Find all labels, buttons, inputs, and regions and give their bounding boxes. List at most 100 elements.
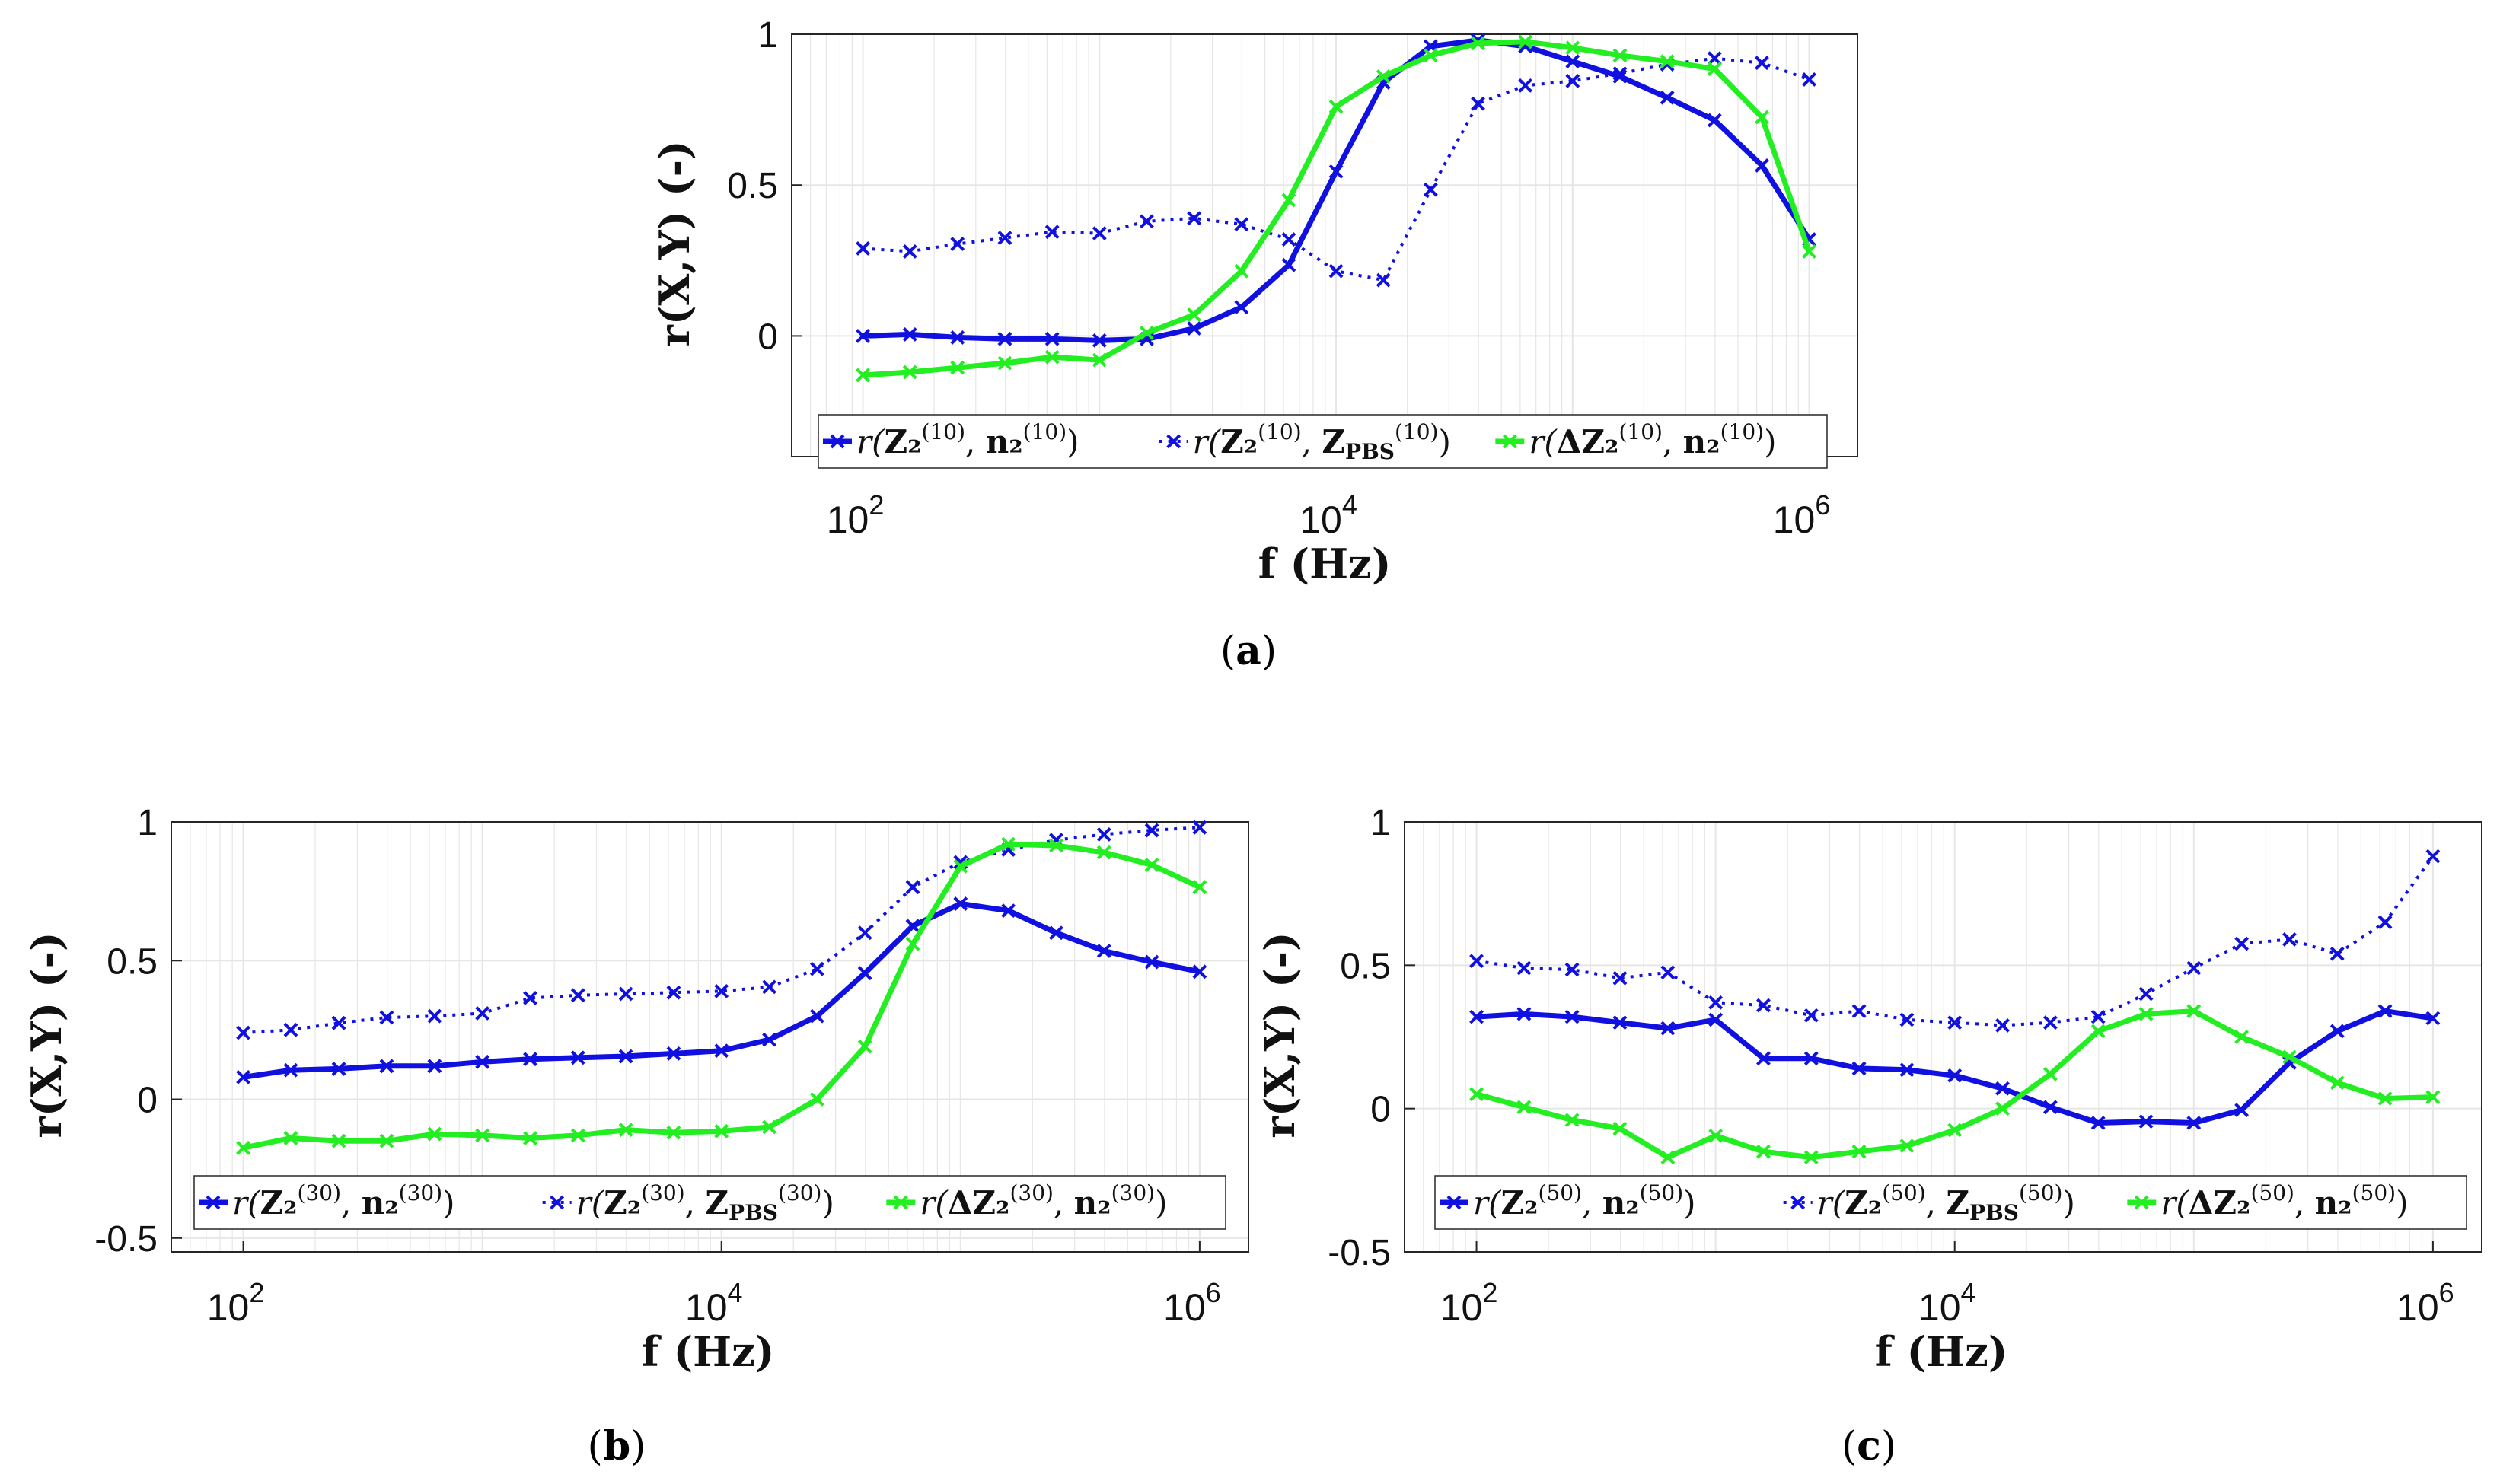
data-point xyxy=(762,1119,776,1135)
data-point xyxy=(523,1131,537,1145)
legend-label-part: ) xyxy=(1438,423,1450,460)
data-point xyxy=(1469,1009,1484,1024)
legend-label-part: r( xyxy=(1817,1184,1846,1221)
data-point xyxy=(1328,164,1344,179)
x-axis-label: f (Hz) xyxy=(1875,1327,2008,1376)
legend-label-part: r( xyxy=(920,1184,949,1221)
data-point xyxy=(1469,1087,1484,1102)
data-point xyxy=(1707,51,1722,66)
data-point xyxy=(997,355,1012,371)
legend-label-part: (10) xyxy=(1023,419,1067,444)
data-point xyxy=(905,919,920,934)
series-b-0 xyxy=(236,896,1207,1084)
legend-marker xyxy=(830,434,845,449)
data-point xyxy=(1140,214,1154,229)
data-point xyxy=(331,1062,346,1076)
data-point xyxy=(2138,1006,2154,1021)
data-point xyxy=(714,1124,729,1138)
data-point xyxy=(1518,78,1533,93)
data-point xyxy=(2329,1024,2345,1039)
data-point xyxy=(1564,1009,1580,1024)
legend-label-part: , xyxy=(685,1184,706,1221)
legend-label-part: (30) xyxy=(1111,1180,1155,1205)
data-point xyxy=(1947,1015,1963,1030)
series-c-1 xyxy=(1469,849,2441,1033)
data-point xyxy=(1565,54,1580,69)
legend-label-part: Z₂ xyxy=(1220,423,1258,460)
data-point xyxy=(902,327,917,342)
legend-label-part: ) xyxy=(2062,1184,2074,1221)
data-point xyxy=(1516,1006,1532,1021)
data-point xyxy=(1192,820,1207,835)
data-point xyxy=(618,1049,633,1064)
legend-label-part: (10) xyxy=(1258,419,1301,444)
legend-label-part: , xyxy=(1054,1184,1074,1221)
data-point xyxy=(1001,903,1016,919)
data-point xyxy=(1049,838,1063,853)
data-point xyxy=(1995,1081,2010,1096)
data-point xyxy=(570,1128,585,1143)
data-point xyxy=(1660,965,1676,980)
data-point xyxy=(1096,845,1111,860)
data-point xyxy=(1516,960,1532,976)
legend-label: r(ΔZ₂(10), n₂(10)) xyxy=(1529,419,1776,460)
data-point xyxy=(953,896,968,911)
data-point xyxy=(2234,1103,2250,1117)
legend-label-part: PBS xyxy=(1345,439,1395,464)
legend-label-part: ) xyxy=(1067,423,1079,460)
data-point xyxy=(283,1062,298,1078)
x-tick-label: 104 xyxy=(1299,489,1357,541)
data-point xyxy=(1140,326,1154,340)
data-point xyxy=(1471,96,1485,111)
legend-label-part: r( xyxy=(2160,1184,2189,1221)
data-point xyxy=(1423,182,1438,197)
legend-label: r(ΔZ₂(30), n₂(30)) xyxy=(920,1180,1167,1221)
data-point xyxy=(714,983,729,998)
data-point xyxy=(2377,1091,2393,1106)
data-point xyxy=(2090,1009,2106,1024)
data-point xyxy=(1376,69,1391,84)
legend-label: r(Z₂(30), ZPBS(30)) xyxy=(576,1180,834,1225)
data-point xyxy=(762,1032,776,1047)
data-point xyxy=(2186,1004,2202,1019)
x-tick-exponent: 4 xyxy=(1961,1277,1976,1308)
legend-label-part: (30) xyxy=(641,1180,684,1205)
data-point xyxy=(857,966,872,981)
legend-label-part: n₂ xyxy=(1602,1184,1640,1221)
data-point xyxy=(666,985,681,1000)
x-tick-exponent: 2 xyxy=(1482,1277,1497,1308)
x-tick-exponent: 6 xyxy=(2439,1277,2454,1308)
data-point xyxy=(1234,217,1249,232)
legend-marker xyxy=(893,1195,908,1210)
grid-a xyxy=(791,33,1857,457)
data-point xyxy=(570,988,585,1003)
legend-label-part: r( xyxy=(1529,423,1558,460)
data-point xyxy=(809,961,824,976)
y-tick-label: 1 xyxy=(1370,803,1391,843)
data-point xyxy=(1756,1051,1771,1066)
legend-c: r(Z₂(50), n₂(50)) r(Z₂(50), ZPBS(50)) r(ΔZ… xyxy=(1434,1175,2467,1230)
data-point xyxy=(1803,1008,1819,1023)
legend-label-part: r( xyxy=(1193,423,1222,460)
axes-box-b xyxy=(171,821,1249,1253)
data-point xyxy=(1565,74,1580,88)
legend-label-part: n₂ xyxy=(1074,1184,1111,1221)
legend-label-part: , xyxy=(2294,1184,2315,1221)
data-point xyxy=(1518,34,1533,49)
data-point xyxy=(1092,226,1107,241)
data-point xyxy=(1192,880,1207,895)
data-point xyxy=(1049,925,1063,941)
y-tick-label: 1 xyxy=(137,803,158,843)
data-point xyxy=(427,1126,442,1142)
data-point xyxy=(2186,960,2202,976)
y-axis-label: r(X,Y) (-) xyxy=(650,140,699,346)
x-tick-exponent: 6 xyxy=(1815,489,1830,521)
chart-panel-a: 0 0.5 1 102 104 106 r(X,Y) (-) f (Hz) r(Z₂(10), … xyxy=(0,0,2500,685)
legend-marker xyxy=(2134,1195,2149,1210)
data-point xyxy=(1755,56,1769,71)
data-point xyxy=(2234,936,2250,951)
legend-label-part: PBS xyxy=(1969,1200,2019,1225)
data-point xyxy=(1660,90,1675,105)
data-point xyxy=(1234,300,1249,315)
